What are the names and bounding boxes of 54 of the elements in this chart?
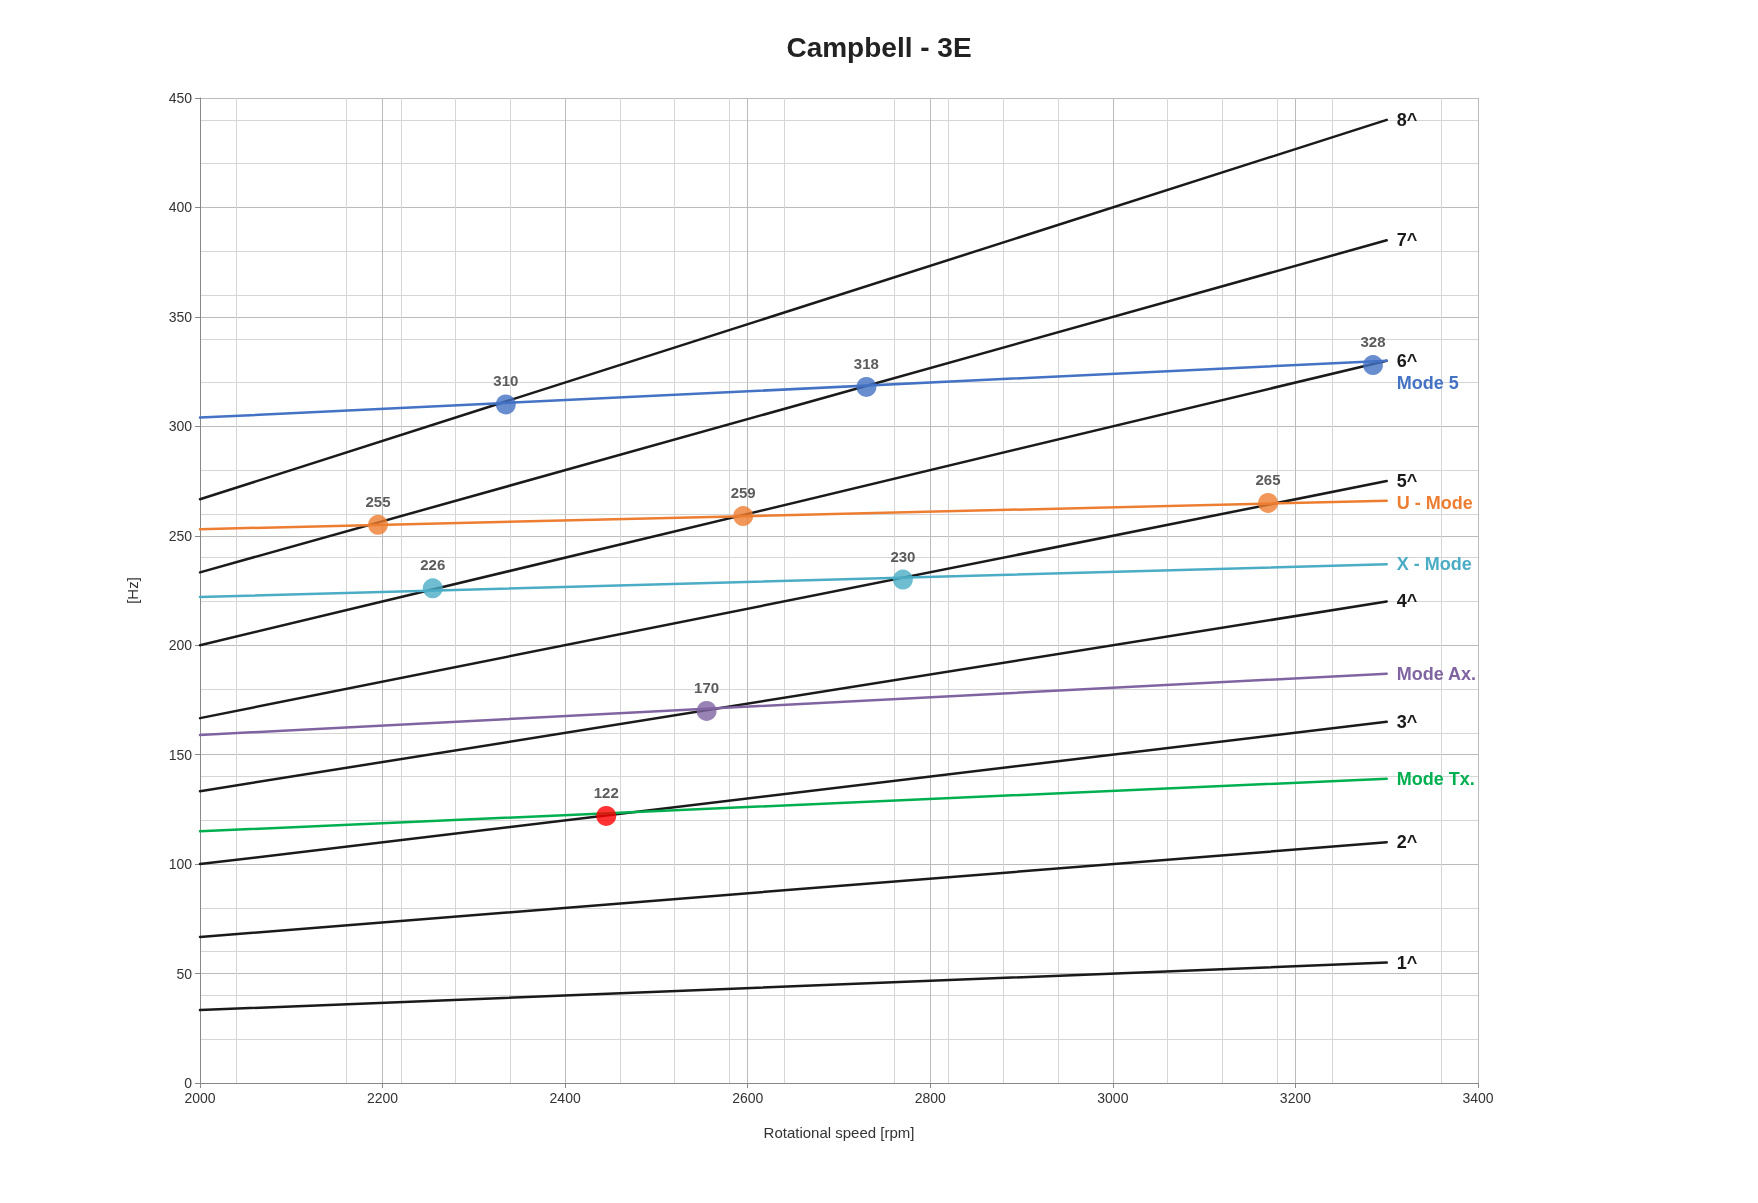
series-label: Mode Ax. — [1396, 663, 1477, 684]
x-tick-label: 3200 — [1279, 1090, 1312, 1106]
y-tick-label: 50 — [176, 965, 193, 982]
point — [696, 700, 717, 721]
series-label: 4^ — [1396, 591, 1418, 612]
series-label: X - Mode — [1396, 554, 1472, 575]
data-label: 318 — [853, 354, 879, 372]
data-label: 310 — [493, 372, 519, 390]
point — [1258, 492, 1279, 513]
series-label: 7^ — [1396, 230, 1418, 251]
x-tick-label: 2600 — [732, 1090, 764, 1106]
x-tick-label: 2800 — [914, 1090, 947, 1106]
point — [856, 376, 877, 397]
y-axis-title: [Hz] — [124, 577, 141, 604]
y-tick-label: 400 — [168, 199, 193, 216]
data-label: 259 — [730, 484, 756, 502]
y-tick-label: 0 — [184, 1075, 193, 1091]
chart-title: Campbell - 3E — [786, 31, 972, 63]
point — [1363, 355, 1384, 376]
y-tick-label: 300 — [168, 418, 193, 435]
point — [733, 506, 754, 527]
series-label: Mode 5 — [1396, 372, 1459, 393]
series-label: 3^ — [1396, 711, 1418, 732]
x-tick-label: 2200 — [366, 1090, 399, 1106]
y-tick-label: 350 — [168, 308, 193, 325]
data-label: 170 — [694, 678, 720, 696]
x-tick-label: 3000 — [1097, 1090, 1129, 1106]
point — [892, 569, 913, 590]
point — [368, 514, 389, 535]
point — [495, 394, 516, 415]
point — [596, 805, 617, 826]
series-label: 2^ — [1396, 832, 1418, 853]
series-label: Mode Tx. — [1396, 768, 1475, 789]
data-label: 255 — [365, 492, 391, 510]
series-label: 1^ — [1396, 952, 1418, 973]
data-label: 230 — [890, 547, 916, 565]
y-tick-label: 150 — [168, 746, 193, 763]
x-tick-label: 2000 — [184, 1090, 216, 1106]
series-label: 8^ — [1396, 109, 1418, 130]
data-label: 226 — [420, 556, 446, 574]
x-axis-title: Rotational speed [rpm] — [763, 1124, 915, 1141]
data-label: 265 — [1255, 470, 1281, 488]
y-tick-label: 100 — [168, 856, 193, 873]
series-label: U - Mode — [1396, 493, 1473, 514]
x-tick-label: 3400 — [1462, 1090, 1494, 1106]
y-tick-label: 200 — [168, 637, 193, 654]
series-label: 5^ — [1396, 471, 1418, 492]
y-tick-label: 250 — [168, 527, 193, 544]
y-tick-label: 450 — [168, 90, 193, 106]
point — [422, 578, 443, 599]
data-label: 122 — [593, 783, 619, 801]
data-label: 328 — [1360, 333, 1386, 351]
x-tick-label: 2400 — [549, 1090, 581, 1106]
series-label: 6^ — [1396, 350, 1418, 371]
